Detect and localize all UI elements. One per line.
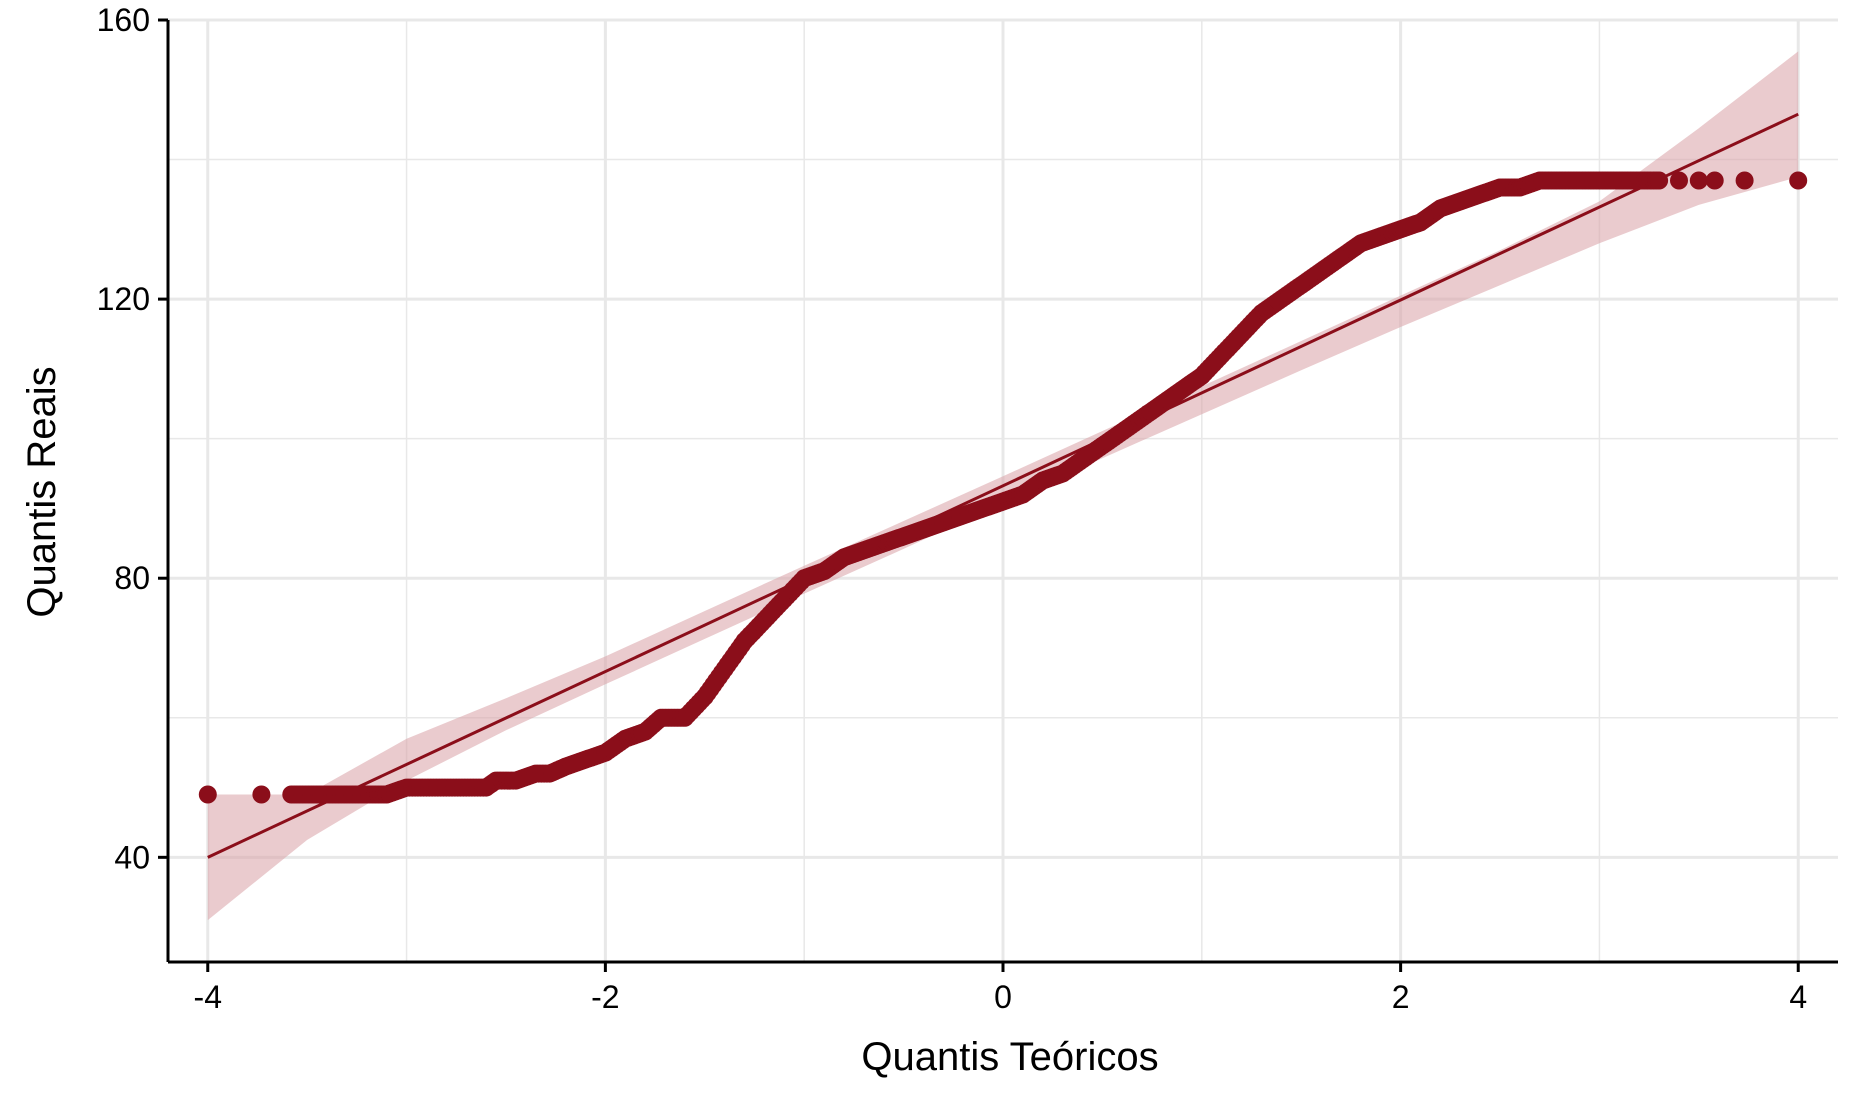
x-tick-label: 0 (994, 979, 1012, 1015)
x-tick-label: -4 (194, 979, 222, 1015)
reference-line-segment (207, 112, 1799, 859)
data-point (1735, 171, 1754, 190)
x-tick-label: 2 (1392, 979, 1410, 1015)
x-tick-label: -2 (591, 979, 619, 1015)
y-tick-label: 80 (114, 560, 150, 596)
data-point (198, 785, 217, 804)
y-axis-title: Quantis Reais (20, 366, 64, 617)
y-tick-label: 120 (97, 281, 150, 317)
data-point (1705, 171, 1724, 190)
reference-line (207, 112, 1799, 859)
data-point (1689, 171, 1708, 190)
y-tick-label: 40 (114, 839, 150, 875)
data-points (198, 171, 1808, 804)
y-tick-label: 160 (97, 2, 150, 38)
axes: -4 -2 0 2 4 40 80 120 160 (97, 2, 1838, 1015)
data-point (252, 785, 271, 804)
x-tick-label: 4 (1789, 979, 1807, 1015)
data-point (1670, 171, 1688, 190)
x-axis-title: Quantis Teóricos (861, 1035, 1158, 1079)
data-point (1650, 171, 1669, 190)
data-point (1789, 171, 1808, 190)
